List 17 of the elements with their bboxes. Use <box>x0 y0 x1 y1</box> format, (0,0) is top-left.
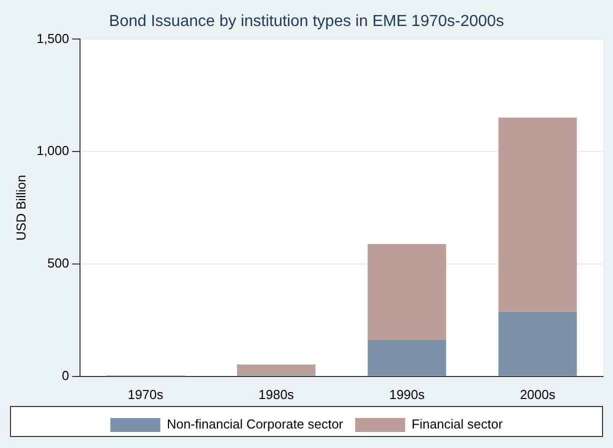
y-tick-label: 1,000 <box>36 143 70 158</box>
bar <box>236 364 316 376</box>
legend-label: Financial sector <box>412 416 504 432</box>
y-tick-label: 500 <box>47 256 70 271</box>
x-tick-label: 1990s <box>389 386 426 402</box>
x-tick-label: 1970s <box>128 386 164 402</box>
legend-label: Non-financial Corporate sector <box>166 416 344 432</box>
y-tick-label: 0 <box>62 368 70 383</box>
bar <box>498 312 577 376</box>
x-tick-label: 1980s <box>258 386 294 402</box>
y-axis-title: USD Billion <box>13 174 28 241</box>
bar <box>498 118 577 312</box>
chart-title: Bond Issuance by institution types in EME 1970s-2000s <box>109 13 504 30</box>
y-tick-label: 1,500 <box>36 30 70 46</box>
x-tick-label: 2000s <box>520 386 556 402</box>
bar <box>368 244 446 340</box>
bar <box>368 340 446 376</box>
